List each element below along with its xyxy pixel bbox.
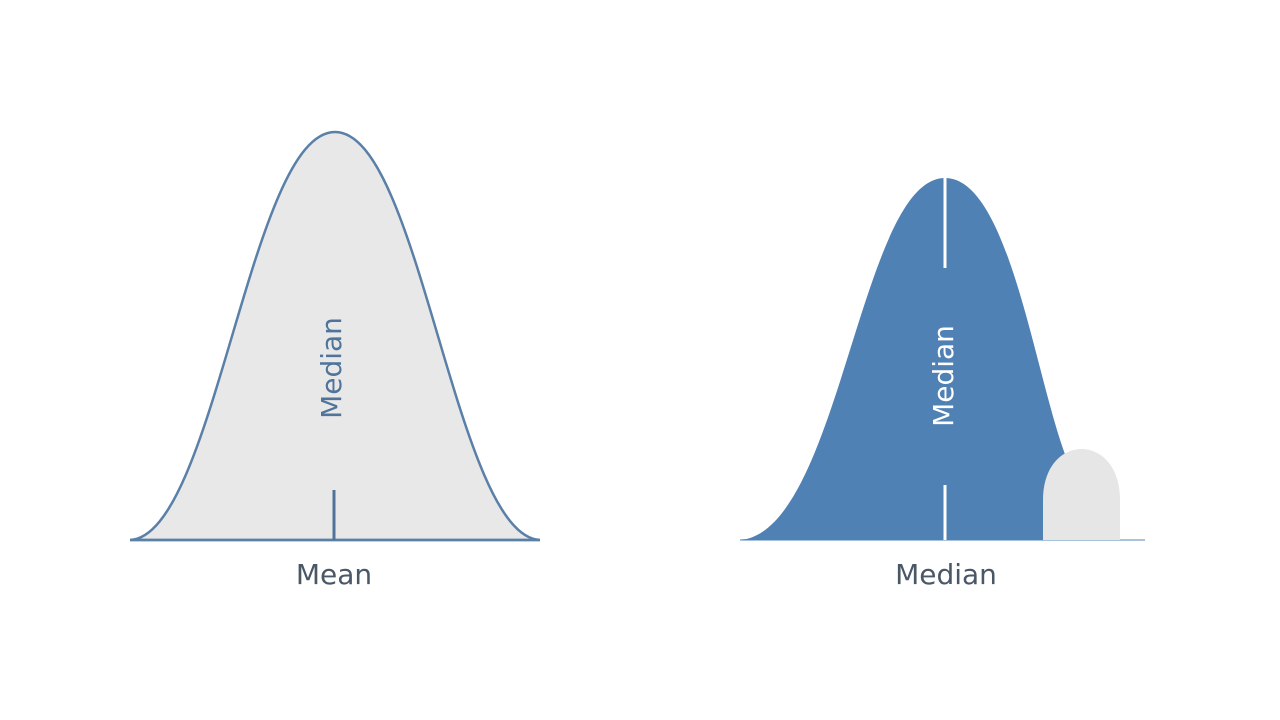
skewed-curve: [740, 178, 1068, 540]
panel-label: Mean: [296, 558, 372, 591]
inner-label: Median: [927, 325, 960, 427]
tail-bump: [1043, 449, 1120, 540]
left-panel: Median Mean: [129, 130, 541, 591]
panel-label: Median: [895, 558, 997, 591]
bell-curve: [129, 130, 541, 542]
inner-label: Median: [315, 317, 348, 419]
right-panel: Median Median: [740, 178, 1145, 591]
